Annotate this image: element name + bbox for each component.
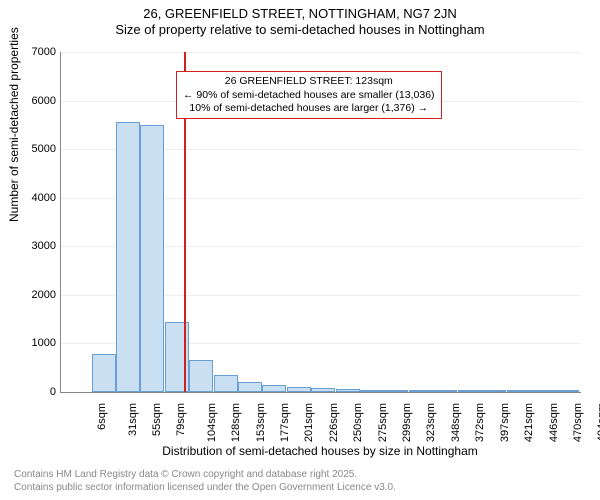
x-tick-label: 250sqm: [352, 403, 364, 442]
x-axis-label: Distribution of semi-detached houses by …: [60, 444, 580, 458]
histogram-bar: [116, 122, 140, 392]
x-tick-label: 226sqm: [328, 403, 340, 442]
y-tick-label: 1000: [16, 337, 56, 349]
x-tick-label: 55sqm: [151, 403, 163, 436]
x-tick-label: 177sqm: [279, 403, 291, 442]
annotation-box: 26 GREENFIELD STREET: 123sqm← 90% of sem…: [176, 71, 442, 118]
x-tick-label: 299sqm: [401, 403, 413, 442]
histogram-bar: [531, 390, 555, 392]
x-tick-label: 6sqm: [96, 403, 108, 430]
histogram-bar: [140, 125, 164, 392]
histogram-bar: [311, 388, 335, 392]
annotation-line3: 10% of semi-detached houses are larger (…: [183, 102, 435, 115]
chart-title-block: 26, GREENFIELD STREET, NOTTINGHAM, NG7 2…: [0, 0, 600, 39]
histogram-bar: [214, 375, 238, 392]
histogram-bar: [360, 390, 384, 392]
histogram-bar: [409, 390, 433, 392]
plot-area: 26 GREENFIELD STREET: 123sqm← 90% of sem…: [60, 52, 581, 393]
footer-attribution: Contains HM Land Registry data © Crown c…: [14, 469, 396, 494]
histogram-bar: [238, 382, 262, 392]
x-tick-label: 79sqm: [175, 403, 187, 436]
x-tick-label: 153sqm: [255, 403, 267, 442]
x-tick-label: 323sqm: [425, 403, 437, 442]
y-tick-label: 2000: [16, 289, 56, 301]
histogram-bar: [92, 354, 116, 392]
footer-line1: Contains HM Land Registry data © Crown c…: [14, 469, 396, 482]
histogram-bar: [458, 390, 482, 392]
y-tick-label: 0: [16, 386, 56, 398]
x-tick-label: 348sqm: [450, 403, 462, 442]
y-tick-label: 3000: [16, 240, 56, 252]
x-tick-label: 275sqm: [377, 403, 389, 442]
y-tick-label: 4000: [16, 192, 56, 204]
annotation-line1: 26 GREENFIELD STREET: 123sqm: [183, 75, 435, 88]
x-tick-label: 128sqm: [230, 403, 242, 442]
histogram-bar: [384, 390, 408, 392]
x-tick-label: 494sqm: [596, 403, 600, 442]
annotation-line2: ← 90% of semi-detached houses are smalle…: [183, 89, 435, 102]
x-tick-label: 446sqm: [548, 403, 560, 442]
y-tick-label: 6000: [16, 95, 56, 107]
histogram-bar: [287, 387, 311, 392]
x-tick-label: 421sqm: [523, 403, 535, 442]
gridline: [61, 52, 581, 53]
x-tick-label: 201sqm: [303, 403, 315, 442]
footer-line2: Contains public sector information licen…: [14, 482, 396, 495]
x-tick-label: 104sqm: [206, 403, 218, 442]
chart-container: Number of semi-detached properties 26 GR…: [0, 42, 600, 442]
x-tick-label: 397sqm: [499, 403, 511, 442]
histogram-bar: [555, 390, 579, 392]
histogram-bar: [507, 390, 531, 392]
y-tick-label: 5000: [16, 143, 56, 155]
y-tick-label: 7000: [16, 46, 56, 58]
histogram-bar: [189, 360, 213, 392]
x-tick-label: 31sqm: [127, 403, 139, 436]
x-tick-label: 470sqm: [572, 403, 584, 442]
histogram-bar: [433, 390, 457, 392]
histogram-bar: [336, 389, 360, 392]
x-tick-label: 372sqm: [474, 403, 486, 442]
histogram-bar: [482, 390, 506, 392]
histogram-bar: [262, 385, 286, 392]
title-line2: Size of property relative to semi-detach…: [0, 22, 600, 38]
title-line1: 26, GREENFIELD STREET, NOTTINGHAM, NG7 2…: [0, 6, 600, 22]
